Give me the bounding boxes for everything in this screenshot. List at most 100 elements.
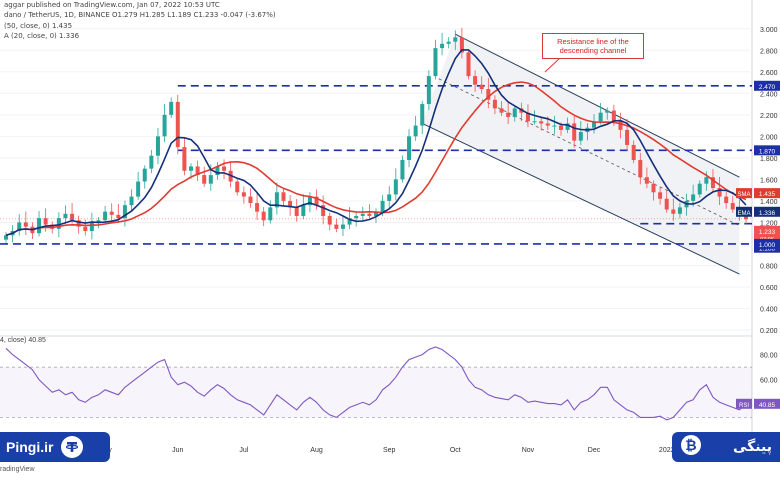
candle-body [268, 207, 273, 221]
candle-body [367, 213, 372, 216]
candle-body [301, 205, 306, 216]
price-tag [754, 238, 780, 249]
candle-body [235, 181, 240, 193]
price-tag-label: 1.188 [759, 246, 776, 253]
x-tick-label: Oct [450, 447, 461, 454]
candle-body [572, 123, 577, 141]
candle-body [327, 215, 332, 225]
candle-body [440, 43, 445, 49]
candle-body [380, 200, 385, 212]
rsi-tag-name-label: RSI [739, 403, 749, 409]
candle-body [420, 104, 425, 126]
candle-body [208, 175, 213, 184]
candle-body [532, 121, 537, 123]
candle-body [294, 207, 299, 216]
candle-body [644, 177, 649, 184]
candle-body [96, 220, 101, 223]
candle-body [704, 177, 709, 184]
candle-body [605, 110, 610, 113]
candle-body [334, 224, 339, 229]
price-tag [754, 145, 780, 156]
candle-body [288, 200, 293, 208]
ma-tag-value-label: 1.435 [759, 191, 776, 198]
candle-body [592, 121, 597, 128]
rsi-tick-label: 80.00 [760, 353, 778, 360]
price-tag-label: 1.000 [759, 242, 776, 249]
candle-body [89, 222, 94, 232]
rsi-legend: 4, close) 40.85 [0, 337, 46, 344]
candle-body [539, 121, 544, 124]
y-tick-label: 1.600 [760, 177, 778, 184]
candle-body [638, 160, 643, 178]
x-tick-label: Jun [172, 447, 183, 454]
candle-body [618, 121, 623, 130]
candle-body [578, 132, 583, 141]
candle-body [76, 220, 81, 227]
candle-body [631, 144, 636, 161]
symbol-line: dano / TetherUS, 1D, BINANCE O1.279 H1.2… [4, 11, 276, 19]
channel-annotation: Resistance line of the descending channe… [542, 33, 644, 59]
candle-body [374, 211, 378, 216]
rsi-tick-label: 60.00 [760, 378, 778, 385]
candle-body [347, 218, 352, 225]
candle-body [512, 108, 517, 117]
tradingview-footer: radingView [0, 466, 35, 473]
candle-body [109, 211, 114, 215]
svg-text:₿: ₿ [685, 438, 696, 454]
rsi-tag-value-label: 40.85 [759, 402, 776, 409]
candle-body [466, 52, 471, 77]
candle-body [116, 214, 121, 219]
candle-body [162, 114, 167, 137]
candle-body [651, 183, 656, 193]
candle-body [103, 211, 108, 221]
candle-body [433, 48, 438, 77]
published-line: aggar published on TradingView.com, Jan … [4, 1, 220, 9]
y-tick-label: 0.600 [760, 285, 778, 292]
candle-body [486, 89, 491, 100]
candle-body [129, 196, 134, 206]
channel-upper-line [455, 33, 740, 178]
rsi-line [5, 346, 747, 421]
candle-body [545, 123, 550, 126]
candle-body [56, 218, 61, 229]
candle-body [407, 136, 412, 161]
x-tick-label: 2022 [659, 447, 675, 454]
candle-body [691, 194, 696, 201]
candle-body [453, 37, 458, 42]
candle-body [182, 147, 187, 171]
x-tick-label: Dec [588, 447, 601, 454]
candle-body [43, 218, 48, 225]
sma-legend: (50, close, 0) 1.435 [4, 22, 73, 30]
y-tick-label: 2.000 [760, 134, 778, 141]
candle-body [658, 192, 663, 199]
y-tick-label: 3.000 [760, 27, 778, 34]
brand-name-fa: پینگی [733, 439, 772, 455]
ema-line [5, 49, 747, 237]
brand-badge-right[interactable]: ₿ پینگی [672, 432, 780, 462]
price-tag [754, 225, 780, 242]
candle-body [142, 168, 147, 182]
brand-badge-left[interactable]: Pingi.ir [0, 432, 110, 462]
candle-body [70, 213, 75, 221]
y-tick-label: 1.400 [760, 199, 778, 206]
candle-body [625, 129, 630, 145]
price-tag-label: 2.470 [759, 84, 776, 91]
candle-body [37, 218, 42, 234]
candle-body [387, 194, 392, 201]
candle-body [169, 101, 174, 115]
candle-body [136, 181, 141, 197]
ma-tag-value [754, 188, 780, 199]
candle-body [559, 125, 563, 130]
candle-body [710, 177, 715, 188]
candle-body [202, 175, 207, 184]
candle-body [400, 160, 405, 180]
candle-body [413, 125, 418, 137]
candle-body [241, 192, 246, 197]
candle-body [724, 196, 729, 204]
candle-body [664, 198, 669, 210]
rsi-tag-value [754, 398, 780, 409]
ma-tag-name [736, 188, 752, 199]
candle-body [307, 196, 312, 206]
